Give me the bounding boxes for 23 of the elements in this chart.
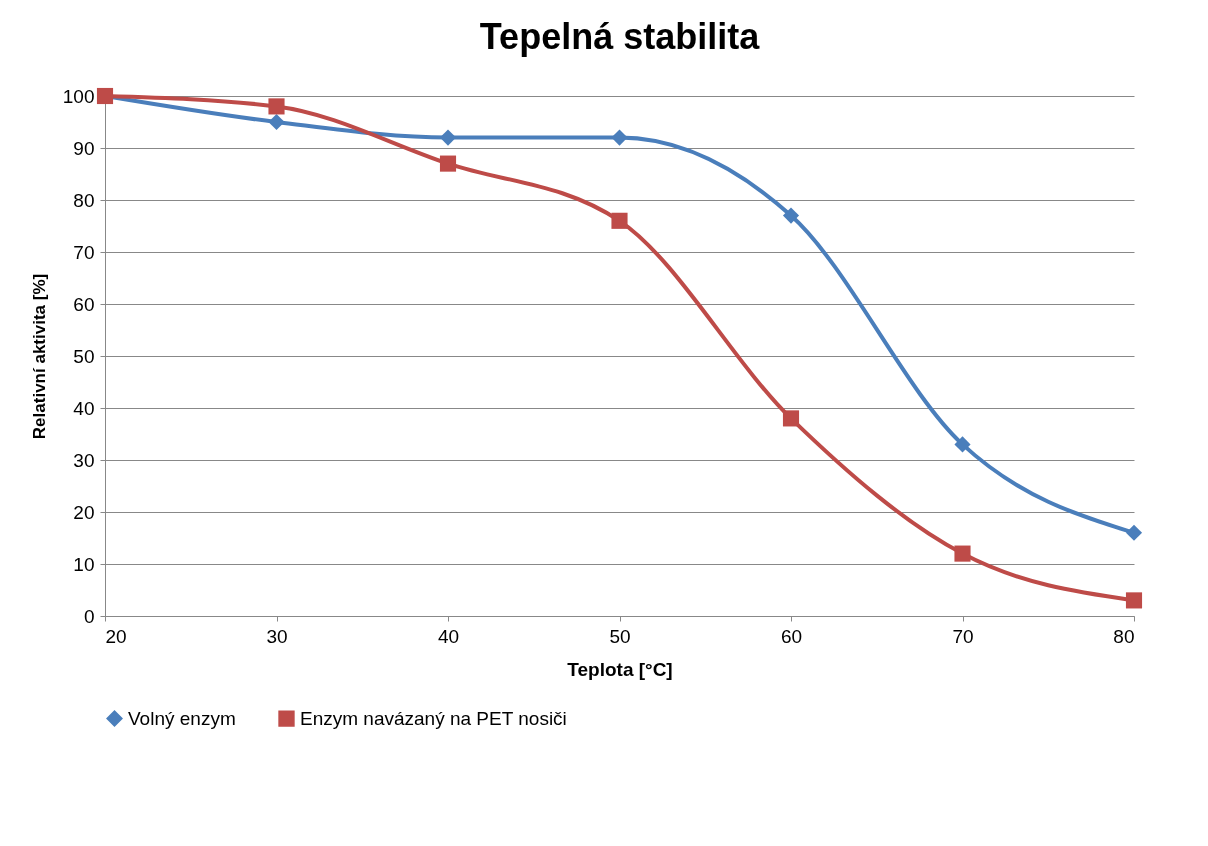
y-tick-label: 60 — [73, 293, 95, 315]
y-tick-label: 50 — [73, 345, 95, 367]
legend-label: Volný enzym — [128, 707, 236, 729]
y-tick-label: 0 — [83, 605, 95, 627]
x-tick-label: 80 — [1113, 625, 1135, 647]
chart-title: Tepelná stabilita — [479, 16, 761, 57]
y-tick-label: 70 — [73, 241, 95, 263]
y-tick-label: 30 — [73, 449, 95, 471]
x-tick-label: 40 — [437, 625, 460, 647]
legend-label: Enzym navázaný na PET nosiči — [300, 707, 567, 729]
x-tick-label: 30 — [266, 625, 288, 647]
y-tick-label: 80 — [73, 189, 95, 211]
x-tick-label: 60 — [780, 625, 803, 647]
y-tick-label: 90 — [73, 137, 95, 159]
y-tick-label: 20 — [73, 501, 95, 523]
x-tick-label: 70 — [952, 625, 974, 647]
x-axis-title: Teplota [°C] — [567, 658, 673, 680]
y-axis-title: Relativní aktivita [%] — [29, 273, 49, 440]
y-tick-label: 10 — [73, 553, 95, 575]
x-tick-label: 20 — [105, 625, 127, 647]
y-tick-label: 100 — [62, 85, 95, 107]
x-tick-label: 50 — [609, 625, 631, 647]
y-tick-label: 40 — [73, 397, 95, 419]
